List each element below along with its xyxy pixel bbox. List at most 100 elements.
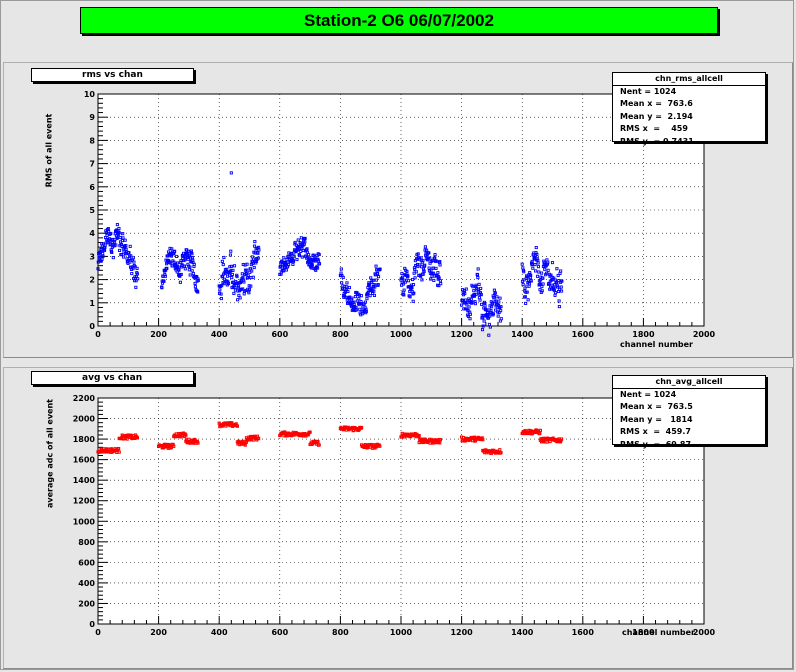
main-title-box: Station-2 O6 06/07/2002 — [80, 7, 718, 34]
rms-point — [406, 279, 411, 283]
rms-point — [536, 265, 541, 269]
rms-point — [522, 270, 526, 274]
rms-point — [521, 282, 525, 287]
rms-point — [476, 276, 480, 280]
rms-x-tick-label: 1000 — [390, 330, 413, 339]
rms-point — [122, 255, 126, 259]
rms-point — [423, 245, 427, 249]
rms-point — [477, 282, 481, 286]
rms-point — [176, 268, 180, 272]
rms-point — [492, 288, 496, 292]
rms-point — [488, 314, 492, 318]
rms-point — [168, 246, 172, 250]
rms-point — [495, 310, 500, 314]
rms-point — [376, 275, 381, 279]
rms-point — [114, 243, 118, 247]
rms-stats-name: chn_rms_allcell — [613, 73, 765, 86]
rms-point — [474, 292, 478, 296]
rms-point — [127, 251, 131, 255]
rms-point — [535, 274, 540, 278]
avg-point — [196, 441, 200, 445]
rms-point — [241, 275, 245, 279]
rms-point — [110, 250, 114, 255]
rms-y-tick-label: 3 — [89, 252, 95, 261]
rms-point — [535, 252, 539, 256]
rms-point — [427, 266, 431, 270]
rms-point — [134, 279, 138, 283]
avg-stats-name: chn_avg_allcell — [613, 376, 765, 389]
rms-point — [538, 283, 542, 287]
rms-point — [435, 259, 439, 263]
rms-point — [534, 245, 538, 250]
rms-point — [369, 276, 373, 280]
rms-point — [526, 298, 530, 302]
rms-point — [423, 263, 427, 267]
rms-point — [403, 280, 407, 284]
rms-point — [378, 267, 382, 271]
rms-point — [188, 273, 192, 277]
rms-point — [252, 244, 257, 248]
rms-point — [236, 298, 240, 302]
avg-point — [360, 425, 364, 430]
rms-point — [438, 260, 442, 264]
rms-point — [525, 290, 529, 294]
avg-y-tick-label: 200 — [78, 599, 95, 608]
rms-point — [464, 287, 468, 291]
rms-point — [193, 285, 197, 289]
rms-point — [433, 253, 437, 257]
rms-point — [117, 226, 121, 231]
rms-point — [179, 272, 183, 277]
rms-point — [317, 259, 321, 263]
rms-point — [123, 238, 127, 242]
rms-point — [357, 297, 361, 301]
rms-point — [546, 268, 550, 272]
rms-point — [131, 256, 135, 260]
rms-y-tick-label: 9 — [89, 113, 95, 122]
avg-point — [117, 450, 121, 454]
rms-point — [128, 260, 132, 264]
rms-point — [246, 274, 250, 278]
rms-point — [341, 275, 345, 279]
rms-point — [419, 274, 423, 278]
rms-point — [190, 269, 194, 273]
rms-point — [553, 293, 557, 297]
rms-point — [471, 285, 475, 289]
rms-point — [474, 283, 478, 287]
rms-point — [401, 275, 405, 279]
rms-point — [245, 268, 249, 272]
avg-x-tick-label: 800 — [332, 628, 349, 637]
rms-point — [431, 258, 435, 263]
rms-point — [527, 282, 531, 286]
rms-point — [178, 280, 182, 284]
rms-point — [196, 290, 200, 294]
avg-pad-title: avg vs chan — [31, 371, 194, 385]
rms-point — [367, 282, 372, 286]
rms-point — [175, 254, 179, 259]
rms-point — [236, 289, 240, 293]
rms-point — [345, 285, 349, 289]
rms-point — [529, 279, 533, 283]
avg-y-tick-label: 2000 — [73, 415, 96, 424]
rms-points — [96, 171, 564, 337]
rms-point — [418, 263, 422, 267]
rms-point — [431, 271, 436, 275]
rms-point — [421, 272, 425, 276]
rms-point — [222, 255, 226, 260]
rms-point — [101, 251, 105, 256]
rms-point — [111, 256, 115, 260]
rms-point — [559, 269, 563, 273]
avg-y-tick-label: 1200 — [73, 497, 96, 506]
rms-point — [555, 267, 559, 271]
rms-point — [107, 229, 111, 234]
rms-point — [374, 264, 378, 268]
rms-point — [295, 257, 299, 262]
rms-point — [427, 251, 431, 255]
rms-point — [190, 255, 195, 260]
rms-point — [540, 271, 544, 275]
rms-point — [292, 255, 296, 259]
rms-point — [121, 236, 125, 240]
rms-point — [247, 287, 252, 291]
rms-point — [374, 278, 378, 282]
